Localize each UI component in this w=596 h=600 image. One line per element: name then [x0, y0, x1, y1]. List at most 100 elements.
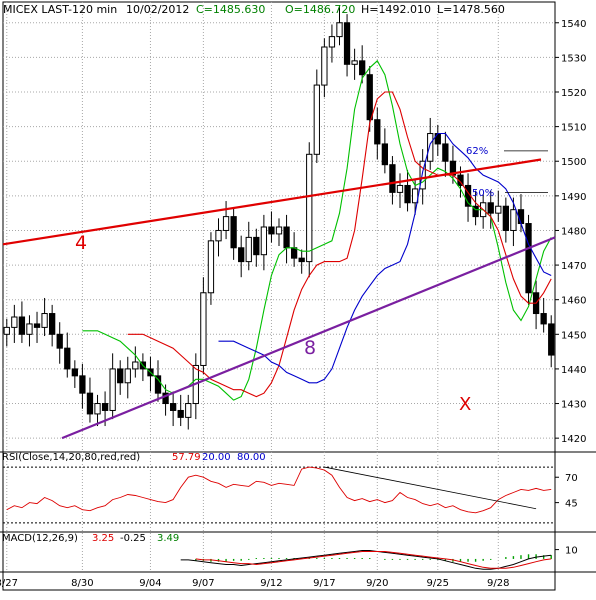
candle-down [177, 409, 184, 418]
candle-up [200, 292, 207, 366]
rsi-value: 57.79 [172, 452, 201, 463]
plot-frame [2, 1, 556, 591]
rsi-line [6, 466, 552, 514]
candle-up [94, 403, 101, 415]
symbol-label: MICEX LAST-120 min [3, 3, 117, 16]
candle-down [359, 60, 366, 76]
trendline-8 [61, 236, 556, 440]
candle-up [510, 209, 517, 231]
candle-down [162, 392, 169, 405]
candle-down [71, 368, 78, 377]
rsi-tick-label: 45 [565, 499, 578, 510]
y-tick-label: 1540 [561, 19, 586, 30]
high-label: H=1492.010 [361, 3, 431, 16]
candle-down [434, 133, 441, 145]
candle-up [215, 229, 222, 242]
trendline-8-label: 8 [304, 337, 316, 359]
macd-signal-line [195, 551, 552, 569]
candle-up [396, 184, 404, 193]
candle-up [124, 368, 131, 384]
y-tick-label: 1480 [561, 226, 586, 237]
candle-up [313, 84, 320, 155]
y-tick-label: 1440 [561, 365, 586, 376]
candle-up [427, 133, 434, 162]
candle-down [502, 205, 509, 231]
candle-up [260, 226, 268, 256]
candle-up [3, 326, 10, 335]
rsi-tick-label: 70 [565, 473, 578, 484]
candle-up [207, 240, 215, 294]
candle-down [86, 392, 94, 415]
y-tick-label: 1430 [561, 400, 586, 411]
candle-down [366, 74, 373, 121]
x-tick-label: 8/27 [0, 578, 18, 589]
candle-down [389, 164, 396, 193]
candle-down [487, 202, 494, 214]
macd-hist-value: 3.49 [157, 533, 179, 544]
candle-down [79, 375, 86, 394]
candle-down [64, 347, 71, 370]
candle-down [343, 22, 351, 65]
candle-down [540, 313, 547, 325]
moving-average-blue [218, 132, 552, 384]
macd-line [180, 550, 552, 570]
rsi-header: RSI(Close,14,20,80,red,red) [2, 452, 140, 463]
macd-signal-value: -0.25 [120, 533, 146, 544]
candle-down [101, 403, 109, 411]
candle-down [290, 247, 298, 259]
candle-up [306, 153, 313, 263]
rsi-high-band: 80.00 [237, 452, 266, 463]
candle-up [132, 361, 139, 370]
macd-header: MACD(12,26,9) [2, 533, 78, 544]
trendline-4-label: 4 [75, 232, 87, 254]
candle-up [351, 60, 358, 65]
y-tick-label: 1460 [561, 296, 586, 307]
candle-up [275, 226, 283, 235]
date-label: 10/02/2012 [126, 3, 189, 16]
x-tick-label: 8/30 [71, 578, 93, 589]
candle-down [169, 403, 177, 411]
x-tick-label: 9/04 [139, 578, 161, 589]
candle-down [56, 333, 63, 349]
candle-down [18, 316, 26, 335]
candle-down [49, 313, 56, 335]
x-tick-label: 9/25 [427, 578, 449, 589]
candle-down [253, 236, 260, 256]
moving-average-green [82, 59, 552, 401]
fib-62-label: 62% [466, 146, 488, 157]
candle-down [525, 223, 532, 294]
candle-up [336, 22, 343, 38]
candle-down [154, 375, 162, 394]
x-tick-label: 9/20 [366, 578, 388, 589]
y-tick-label: 1510 [561, 123, 586, 134]
open-label: O=1486.720 [285, 3, 355, 16]
x-tick-label: 9/12 [260, 578, 282, 589]
candle-down [268, 226, 275, 235]
candle-up [185, 403, 192, 418]
candle-down [381, 143, 389, 166]
trendline-4 [2, 158, 542, 246]
moving-average-red [127, 91, 552, 398]
macd-tick-label: 10 [565, 546, 578, 557]
candle-up [109, 368, 116, 411]
low-label: L=1478.560 [437, 3, 505, 16]
y-tick-label: 1530 [561, 53, 586, 64]
candle-down [33, 323, 41, 328]
candle-down [404, 184, 411, 204]
y-tick-label: 1420 [561, 434, 586, 445]
close-label: C=1485.630 [196, 3, 265, 16]
x-tick-label: 9/28 [487, 578, 509, 589]
candle-down [238, 247, 245, 263]
fib-50-label: 50% [472, 188, 494, 199]
candle-up [26, 323, 33, 335]
candle-up [11, 316, 18, 328]
y-tick-label: 1500 [561, 157, 586, 168]
y-tick-label: 1470 [561, 261, 586, 272]
candle-up [328, 36, 336, 48]
candle-up [419, 160, 426, 190]
x-tick-label: 9/17 [313, 578, 335, 589]
candle-up [222, 216, 230, 231]
candle-up [321, 46, 328, 86]
